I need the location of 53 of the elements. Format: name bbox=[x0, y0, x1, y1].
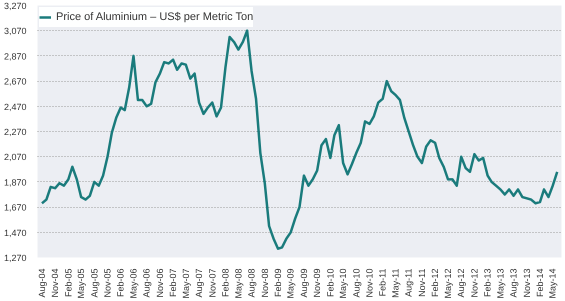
x-tick-label: Aug-04 bbox=[36, 268, 47, 298]
x-tick-label: Feb-07 bbox=[168, 268, 178, 298]
x-tick-label: Feb-05 bbox=[63, 268, 74, 298]
x-tick-label: Nov-11 bbox=[416, 268, 427, 297]
x-tick-label: Aug-13 bbox=[508, 268, 519, 298]
y-tick-label: 2,270 bbox=[4, 127, 27, 137]
x-tick-label: Feb-13 bbox=[482, 268, 493, 298]
x-tick-label: May-12 bbox=[443, 268, 454, 299]
y-tick-label: 2,470 bbox=[4, 102, 27, 112]
y-tick-label: 2,870 bbox=[4, 51, 27, 62]
x-tick-label: May-11 bbox=[390, 268, 400, 298]
x-tick-label: Aug-08 bbox=[246, 268, 257, 298]
x-tick-label: Aug-07 bbox=[194, 268, 204, 298]
y-tick-label: 1,670 bbox=[4, 202, 27, 213]
x-tick-label: Nov-10 bbox=[364, 268, 375, 298]
x-tick-label: May-13 bbox=[495, 268, 506, 299]
y-tick-label: 3,070 bbox=[4, 26, 27, 36]
y-tick-label: 1,270 bbox=[4, 253, 27, 263]
y-tick-label: 2,070 bbox=[4, 152, 27, 162]
y-tick-label: 3,270 bbox=[4, 1, 27, 11]
x-tick-label: Nov-08 bbox=[260, 268, 270, 298]
x-tick-label: Feb-12 bbox=[430, 268, 440, 298]
x-tick-label: Feb-06 bbox=[116, 268, 126, 298]
x-tick-label: May-08 bbox=[233, 268, 244, 299]
x-tick-label: Aug-10 bbox=[351, 268, 362, 298]
x-tick-label: Nov-07 bbox=[207, 268, 218, 298]
x-tick-label: Aug-11 bbox=[404, 268, 414, 297]
x-tick-label: Feb-09 bbox=[272, 268, 283, 298]
x-tick-label: Feb-14 bbox=[534, 268, 545, 298]
x-tick-label: Aug-12 bbox=[456, 268, 466, 298]
x-tick-label: Nov-04 bbox=[50, 268, 60, 298]
x-tick-label: Feb-10 bbox=[325, 268, 336, 298]
x-tick-label: Feb-11 bbox=[378, 268, 388, 296]
x-tick-label: Nov-09 bbox=[312, 268, 322, 298]
x-tick-label: Feb-08 bbox=[220, 268, 230, 298]
y-tick-label: 2,670 bbox=[4, 76, 27, 87]
series-label: Price of Aluminium – US$ per Metric Ton bbox=[56, 11, 254, 23]
x-tick-label: Nov-13 bbox=[522, 268, 532, 298]
y-tick-label: 1,870 bbox=[4, 177, 27, 188]
x-tick-label: Aug-05 bbox=[89, 268, 100, 298]
x-tick-label: May-14 bbox=[548, 268, 558, 299]
x-tick-label: May-10 bbox=[338, 268, 348, 299]
x-tick-label: Nov-05 bbox=[102, 268, 113, 298]
x-tick-label: Aug-09 bbox=[298, 268, 309, 298]
x-tick-label: May-07 bbox=[180, 268, 191, 299]
line-series bbox=[40, 29, 558, 250]
x-tick-label: Nov-12 bbox=[469, 268, 480, 298]
x-tick-label: May-09 bbox=[286, 268, 296, 299]
y-tick-label: 1,470 bbox=[4, 228, 27, 238]
x-tick-label: Nov-06 bbox=[154, 268, 165, 298]
x-tick-label: May-06 bbox=[128, 268, 138, 299]
x-tick-label: Aug-06 bbox=[142, 268, 152, 298]
x-tick-label: May-05 bbox=[76, 268, 86, 299]
